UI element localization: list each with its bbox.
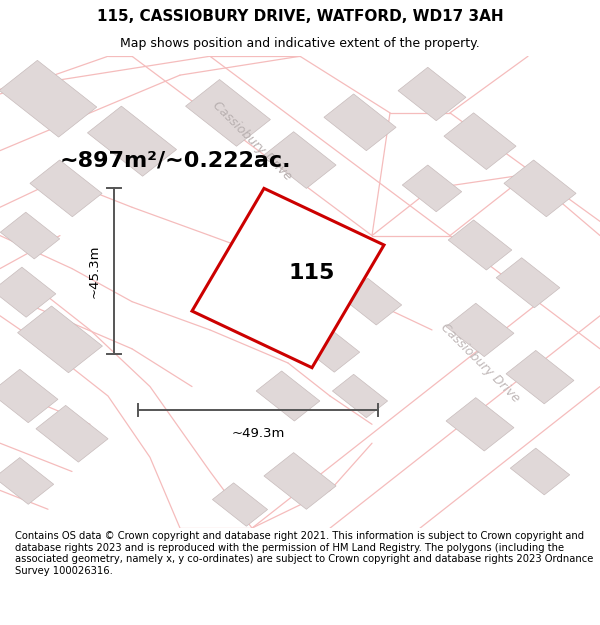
Polygon shape	[511, 448, 569, 495]
Text: Map shows position and indicative extent of the property.: Map shows position and indicative extent…	[120, 38, 480, 51]
Polygon shape	[0, 369, 58, 423]
Text: 115: 115	[289, 263, 335, 283]
Text: 115, CASSIOBURY DRIVE, WATFORD, WD17 3AH: 115, CASSIOBURY DRIVE, WATFORD, WD17 3AH	[97, 9, 503, 24]
Polygon shape	[30, 160, 102, 217]
Polygon shape	[506, 351, 574, 404]
Polygon shape	[403, 165, 461, 212]
Polygon shape	[17, 306, 103, 372]
Polygon shape	[301, 326, 359, 372]
Text: ~897m²/~0.222ac.: ~897m²/~0.222ac.	[60, 150, 292, 170]
Polygon shape	[192, 188, 384, 368]
Polygon shape	[264, 132, 336, 188]
Text: ~45.3m: ~45.3m	[88, 244, 101, 298]
Text: ~49.3m: ~49.3m	[232, 427, 284, 439]
Polygon shape	[256, 371, 320, 421]
Polygon shape	[88, 106, 176, 176]
Text: Cassiobury Drive: Cassiobury Drive	[438, 321, 522, 405]
Polygon shape	[343, 278, 401, 325]
Polygon shape	[1, 213, 59, 259]
Polygon shape	[185, 79, 271, 146]
Polygon shape	[0, 458, 53, 504]
Polygon shape	[444, 113, 516, 169]
Polygon shape	[446, 398, 514, 451]
Polygon shape	[0, 61, 97, 137]
Polygon shape	[496, 258, 560, 308]
Polygon shape	[36, 406, 108, 462]
Polygon shape	[0, 267, 56, 318]
Polygon shape	[212, 483, 268, 526]
Polygon shape	[398, 68, 466, 121]
Text: Cassiobury Drive: Cassiobury Drive	[210, 99, 294, 183]
Polygon shape	[332, 374, 388, 418]
Polygon shape	[446, 303, 514, 357]
Polygon shape	[448, 220, 512, 270]
Polygon shape	[264, 452, 336, 509]
Polygon shape	[324, 94, 396, 151]
Text: Contains OS data © Crown copyright and database right 2021. This information is : Contains OS data © Crown copyright and d…	[15, 531, 593, 576]
Polygon shape	[298, 220, 362, 270]
Polygon shape	[504, 160, 576, 217]
